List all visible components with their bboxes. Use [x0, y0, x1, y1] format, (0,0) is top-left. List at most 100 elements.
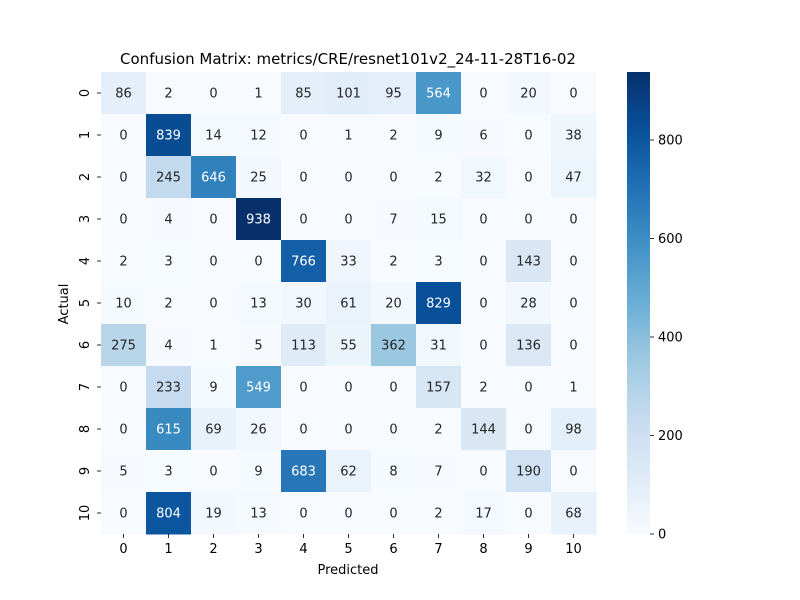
cell-value-5-10: 0 — [569, 297, 577, 312]
heatmap-cell-2-1 — [146, 156, 192, 199]
heatmap-cell-10-0 — [101, 492, 147, 535]
cell-value-4-3: 0 — [254, 255, 262, 270]
cell-value-10-5: 0 — [344, 507, 352, 522]
heatmap-cell-4-0 — [101, 240, 147, 283]
heatmap-cell-7-6 — [371, 366, 417, 409]
cell-value-0-10: 0 — [569, 87, 577, 102]
heatmap-cell-1-10 — [551, 114, 597, 157]
heatmap-cell-5-6 — [371, 282, 417, 325]
heatmap-cell-0-0 — [101, 72, 147, 115]
cell-value-10-7: 2 — [434, 507, 442, 522]
cell-value-6-7: 31 — [430, 339, 447, 354]
heatmap-cell-10-4 — [281, 492, 327, 535]
heatmap-cell-7-7 — [416, 366, 462, 409]
heatmap-cell-1-4 — [281, 114, 327, 157]
cell-value-10-2: 19 — [205, 507, 222, 522]
heatmap-cell-1-3 — [236, 114, 282, 157]
heatmap-cell-7-9 — [506, 366, 552, 409]
heatmap-cell-5-1 — [146, 282, 192, 325]
cell-value-5-3: 13 — [250, 297, 267, 312]
heatmap-cell-6-9 — [506, 324, 552, 367]
colorbar-tick-label-2: 400 — [658, 330, 683, 345]
heatmap-cell-2-5 — [326, 156, 372, 199]
colorbar-tick-label-0: 0 — [658, 528, 666, 543]
cell-value-10-9: 0 — [524, 507, 532, 522]
heatmap-cell-10-9 — [506, 492, 552, 535]
y-tick-label-9: 9 — [78, 467, 93, 475]
heatmap-cells — [101, 72, 597, 535]
heatmap-cell-3-4 — [281, 198, 327, 241]
cell-value-10-1: 804 — [156, 507, 181, 522]
cell-value-2-1: 245 — [156, 171, 181, 186]
heatmap-cell-1-0 — [101, 114, 147, 157]
cell-value-7-4: 0 — [299, 381, 307, 396]
cell-value-5-4: 30 — [295, 297, 312, 312]
heatmap-cell-2-3 — [236, 156, 282, 199]
cell-value-1-8: 6 — [479, 129, 487, 144]
heatmap-cell-3-3 — [236, 198, 282, 241]
cell-value-9-2: 0 — [209, 465, 217, 480]
cell-value-8-10: 98 — [565, 423, 582, 438]
heatmap-cell-3-1 — [146, 198, 192, 241]
y-tick-label-6: 6 — [78, 341, 93, 349]
heatmap-cell-0-7 — [416, 72, 462, 115]
cell-value-7-2: 9 — [209, 381, 217, 396]
heatmap-cell-8-4 — [281, 408, 327, 451]
heatmap-cell-0-4 — [281, 72, 327, 115]
heatmap-cell-9-9 — [506, 450, 552, 493]
cell-value-2-5: 0 — [344, 171, 352, 186]
cell-value-1-0: 0 — [119, 129, 127, 144]
x-tick-label-7: 7 — [434, 542, 442, 557]
heatmap-cell-7-2 — [191, 366, 237, 409]
cell-value-7-10: 1 — [569, 381, 577, 396]
cell-value-7-5: 0 — [344, 381, 352, 396]
cell-value-7-1: 233 — [156, 381, 181, 396]
cell-value-6-10: 0 — [569, 339, 577, 354]
cell-value-6-4: 113 — [291, 339, 316, 354]
x-axis-label: Predicted — [317, 563, 378, 578]
x-tick-label-1: 1 — [164, 542, 172, 557]
heatmap-cell-3-9 — [506, 198, 552, 241]
cell-value-2-10: 47 — [565, 171, 582, 186]
heatmap-cell-10-2 — [191, 492, 237, 535]
cell-value-4-8: 0 — [479, 255, 487, 270]
heatmap-cell-8-0 — [101, 408, 147, 451]
heatmap-cell-5-4 — [281, 282, 327, 325]
cell-value-7-9: 0 — [524, 381, 532, 396]
cell-value-6-6: 362 — [381, 339, 406, 354]
cell-value-9-1: 3 — [164, 465, 172, 480]
heatmap-cell-3-7 — [416, 198, 462, 241]
cell-value-5-9: 28 — [520, 297, 537, 312]
heatmap-cell-7-3 — [236, 366, 282, 409]
heatmap-cell-5-5 — [326, 282, 372, 325]
cell-value-3-10: 0 — [569, 213, 577, 228]
cell-value-9-4: 683 — [291, 465, 316, 480]
heatmap-cell-8-1 — [146, 408, 192, 451]
heatmap-cell-7-1 — [146, 366, 192, 409]
heatmap-cell-8-3 — [236, 408, 282, 451]
heatmap-cell-1-2 — [191, 114, 237, 157]
heatmap-cell-3-0 — [101, 198, 147, 241]
cell-value-1-4: 0 — [299, 129, 307, 144]
cell-value-3-4: 0 — [299, 213, 307, 228]
cell-value-5-2: 0 — [209, 297, 217, 312]
cell-value-9-7: 7 — [434, 465, 442, 480]
cell-value-8-8: 144 — [471, 423, 496, 438]
y-tick-label-7: 7 — [78, 383, 93, 391]
y-tick-label-1: 1 — [78, 131, 93, 139]
cell-value-0-0: 86 — [115, 87, 132, 102]
cell-value-1-3: 12 — [250, 129, 267, 144]
cell-value-7-8: 2 — [479, 381, 487, 396]
cell-value-9-6: 8 — [389, 465, 397, 480]
cell-value-2-9: 0 — [524, 171, 532, 186]
cell-value-1-5: 1 — [344, 129, 352, 144]
cell-value-6-5: 55 — [340, 339, 357, 354]
heatmap-cell-0-9 — [506, 72, 552, 115]
cell-value-9-3: 9 — [254, 465, 262, 480]
heatmap-cell-0-6 — [371, 72, 417, 115]
heatmap-cell-9-5 — [326, 450, 372, 493]
cell-value-8-7: 2 — [434, 423, 442, 438]
cell-value-8-5: 0 — [344, 423, 352, 438]
heatmap-cell-10-6 — [371, 492, 417, 535]
